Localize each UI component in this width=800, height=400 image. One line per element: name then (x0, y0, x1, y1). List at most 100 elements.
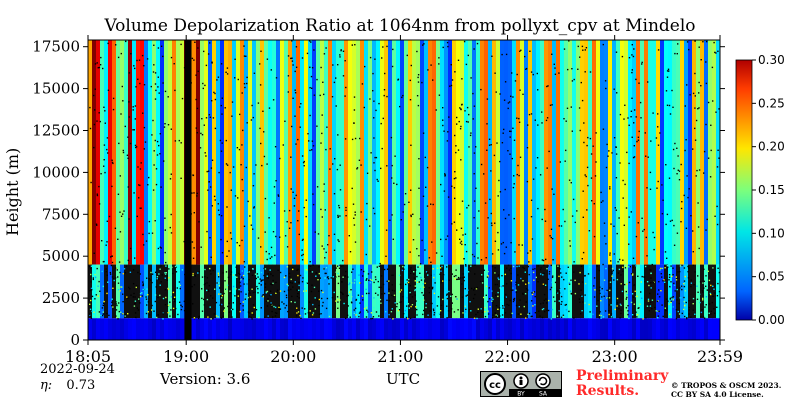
noise-speckle (422, 195, 425, 197)
heatmap-column-boundary (416, 318, 421, 340)
noise-speckle (419, 263, 422, 265)
noise-speckle (349, 316, 351, 318)
noise-speckle (486, 316, 488, 318)
noise-speckle (558, 275, 560, 278)
noise-speckle (369, 278, 372, 281)
noise-speckle (302, 238, 304, 241)
heatmap-column-upper (564, 40, 569, 265)
noise-speckle (712, 295, 714, 297)
noise-speckle (609, 289, 611, 292)
noise-speckle (551, 53, 553, 55)
noise-speckle (579, 271, 581, 274)
noise-speckle (495, 314, 497, 316)
noise-speckle (260, 280, 262, 282)
noise-speckle (287, 310, 289, 313)
noise-speckle (491, 265, 494, 268)
noise-speckle (223, 310, 225, 312)
noise-speckle (180, 308, 183, 311)
noise-speckle (417, 74, 420, 76)
noise-speckle (120, 215, 123, 217)
noise-speckle (151, 232, 154, 234)
noise-speckle (703, 317, 706, 319)
heatmap-column-boundary (456, 318, 461, 340)
heatmap-column-mixing (688, 264, 693, 319)
noise-speckle (235, 266, 237, 268)
sa-icon (535, 373, 551, 389)
heatmap-column-upper (288, 40, 293, 265)
noise-speckle (153, 64, 155, 66)
noise-speckle (523, 267, 525, 270)
heatmap-column-boundary (348, 318, 353, 340)
noise-speckle (556, 292, 559, 294)
heatmap-column-boundary (580, 318, 585, 340)
noise-speckle (635, 265, 637, 267)
noise-speckle (128, 116, 131, 118)
noise-speckle (219, 304, 221, 306)
noise-speckle (288, 209, 291, 212)
noise-speckle (521, 244, 523, 246)
noise-speckle (183, 300, 186, 303)
heatmap-column-mixing (356, 264, 361, 319)
noise-speckle (715, 52, 717, 54)
noise-speckle (243, 261, 245, 263)
noise-speckle (486, 287, 488, 290)
noise-speckle (205, 117, 208, 119)
noise-speckle (703, 287, 705, 289)
heatmap-column-mixing (552, 264, 557, 319)
heatmap-column-mixing (512, 264, 517, 319)
noise-speckle (228, 250, 230, 252)
noise-speckle (568, 40, 570, 42)
noise-speckle (250, 269, 252, 272)
noise-speckle (337, 307, 339, 309)
heatmap-column-boundary (668, 318, 673, 340)
noise-speckle (410, 305, 412, 308)
noise-speckle (414, 269, 417, 271)
heatmap-column-upper (180, 40, 185, 265)
noise-speckle (514, 80, 517, 82)
noise-speckle (404, 309, 407, 312)
noise-speckle (137, 166, 139, 168)
noise-speckle (312, 312, 315, 314)
noise-speckle (197, 47, 199, 49)
noise-speckle (297, 268, 299, 271)
noise-speckle (203, 50, 205, 53)
noise-speckle (309, 310, 311, 312)
noise-speckle (378, 265, 381, 267)
heatmap-column-upper (252, 40, 257, 265)
noise-speckle (217, 76, 220, 78)
noise-speckle (351, 271, 353, 273)
noise-speckle (181, 97, 184, 100)
noise-speckle (414, 288, 417, 291)
noise-speckle (431, 302, 433, 305)
noise-speckle (650, 269, 652, 271)
heatmap-column-boundary (148, 318, 153, 340)
noise-speckle (383, 89, 386, 91)
noise-speckle (165, 261, 167, 264)
noise-speckle (509, 299, 511, 302)
noise-speckle (147, 311, 149, 313)
heatmap-column-upper (404, 40, 409, 265)
noise-speckle (418, 281, 420, 283)
noise-speckle (362, 299, 364, 301)
noise-speckle (504, 188, 506, 191)
heatmap-column-upper (304, 40, 309, 265)
noise-speckle (165, 265, 167, 267)
noise-speckle (383, 292, 386, 295)
noise-speckle (305, 272, 307, 274)
heatmap-column-mixing (144, 264, 149, 319)
noise-speckle (154, 139, 156, 142)
noise-speckle (333, 193, 336, 195)
noise-speckle (451, 79, 454, 81)
noise-speckle (570, 106, 572, 108)
heatmap-column-upper (320, 40, 325, 265)
noise-speckle (530, 113, 533, 115)
noise-speckle (227, 305, 229, 308)
noise-speckle (254, 273, 257, 275)
noise-speckle (674, 52, 676, 55)
noise-speckle (717, 267, 719, 269)
noise-speckle (89, 303, 91, 305)
noise-speckle (114, 227, 117, 229)
heatmap-column-upper (688, 40, 693, 265)
noise-speckle (635, 311, 637, 313)
noise-speckle (303, 206, 305, 209)
